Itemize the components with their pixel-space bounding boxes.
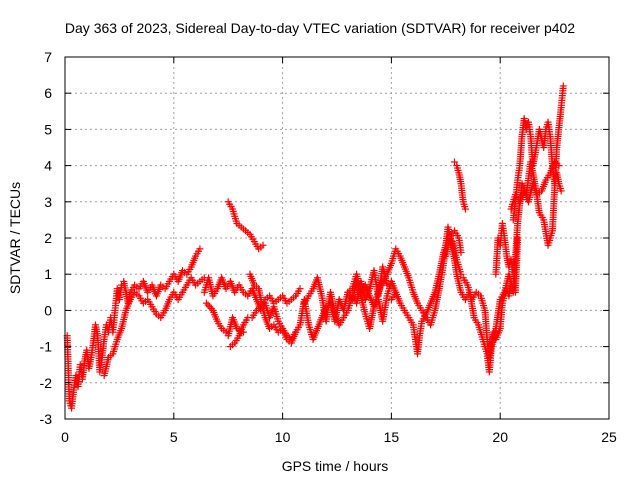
x-tick-label: 5	[170, 429, 178, 445]
chart-title: Day 363 of 2023, Sidereal Day-to-day VTE…	[65, 20, 575, 36]
y-tick-labels: -3 -2 -1 0 1 2 3 4 5 6 7	[40, 49, 53, 427]
axis-ticks	[64, 56, 610, 420]
y-tick-label: 5	[44, 121, 52, 137]
data-point	[555, 162, 563, 170]
x-axis-label: GPS time / hours	[282, 458, 389, 474]
data-point	[202, 299, 210, 307]
y-tick-label: 7	[44, 49, 52, 65]
y-tick-label: -1	[40, 339, 53, 355]
y-tick-label: 6	[44, 85, 52, 101]
y-tick-label: 0	[44, 302, 52, 318]
data-point	[461, 205, 469, 213]
x-tick-label: 10	[275, 429, 291, 445]
gridlines	[65, 57, 609, 419]
data-point	[296, 285, 304, 293]
data-point	[457, 248, 465, 256]
y-tick-label: 1	[44, 266, 52, 282]
y-axis-label: SDTVAR / TECUs	[7, 182, 23, 294]
y-tick-label: -3	[40, 411, 53, 427]
y-tick-label: -2	[40, 375, 53, 391]
data-point	[559, 82, 567, 90]
data-points	[63, 82, 567, 412]
data-point	[206, 303, 214, 311]
data-point	[259, 241, 267, 249]
data-point	[557, 187, 565, 195]
data-point	[204, 301, 212, 309]
data-point	[514, 234, 522, 242]
x-tick-labels: 0 5 10 15 20 25	[61, 429, 617, 445]
data-point	[196, 245, 204, 253]
x-tick-label: 25	[601, 429, 617, 445]
y-tick-label: 4	[44, 158, 52, 174]
x-tick-label: 15	[384, 429, 400, 445]
data-point	[451, 158, 459, 166]
y-tick-label: 3	[44, 194, 52, 210]
x-tick-label: 0	[61, 429, 69, 445]
x-tick-label: 20	[492, 429, 508, 445]
data-point	[457, 270, 465, 278]
y-tick-label: 2	[44, 230, 52, 246]
data-point	[292, 328, 300, 336]
